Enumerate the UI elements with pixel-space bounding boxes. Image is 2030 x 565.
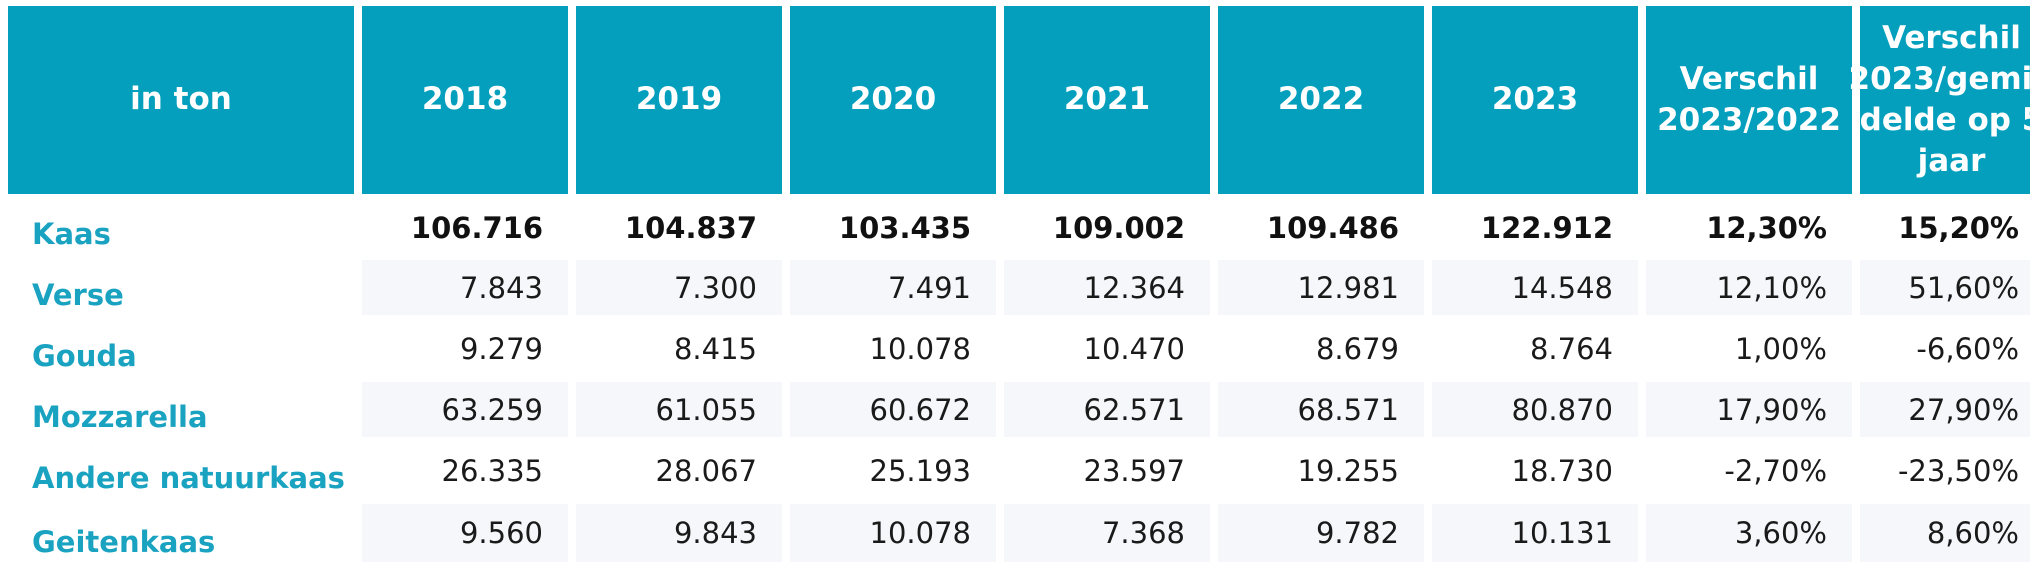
table-cell: 23.597 — [1083, 453, 1185, 488]
table-cell: 80.870 — [1432, 382, 1638, 437]
table-cell: 7.843 — [362, 260, 568, 315]
diff-yoy-cell: -2,70% — [1724, 453, 1827, 488]
table-cell: 68.571 — [1218, 382, 1424, 437]
header-year-2020: 2020 — [790, 6, 996, 194]
table-cell: 10.078 — [869, 331, 971, 366]
table-cell: 10.131 — [1432, 504, 1638, 562]
header-year-2021: 2021 — [1004, 6, 1210, 194]
table-cell: 8.764 — [1529, 331, 1613, 366]
table-cell: 61.055 — [576, 382, 782, 437]
diff-avg-cell: -23,50% — [1897, 453, 2019, 488]
diff-yoy-cell: 12,10% — [1646, 260, 1852, 315]
table-cell: 10.470 — [1083, 331, 1185, 366]
row-label: Gouda — [32, 339, 137, 373]
row-label: Mozzarella — [32, 400, 208, 434]
table-cell: 9.279 — [459, 331, 543, 366]
diff-yoy-cell: 12,30% — [1706, 210, 1827, 245]
table-cell: 103.435 — [838, 210, 971, 245]
table-cell: 18.730 — [1511, 453, 1613, 488]
diff-avg-cell: -6,60% — [1916, 331, 2019, 366]
row-label: Verse — [32, 278, 124, 312]
table-cell: 8.679 — [1315, 331, 1399, 366]
row-label: Andere natuurkaas — [32, 461, 345, 495]
diff-yoy-cell: 3,60% — [1646, 504, 1852, 562]
header-year-2022: 2022 — [1218, 6, 1424, 194]
diff-avg-cell: 8,60% — [1860, 504, 2030, 562]
table-cell: 19.255 — [1297, 453, 1399, 488]
table-cell: 26.335 — [441, 453, 543, 488]
table-cell: 14.548 — [1432, 260, 1638, 315]
diff-avg-cell: 27,90% — [1860, 382, 2030, 437]
table-cell: 9.843 — [576, 504, 782, 562]
header-label: in ton — [8, 6, 354, 194]
row-label: Kaas — [32, 217, 111, 251]
diff-avg-cell: 15,20% — [1898, 210, 2019, 245]
row-label: Geitenkaas — [32, 525, 216, 559]
diff-yoy-cell: 17,90% — [1646, 382, 1852, 437]
table-cell: 104.837 — [624, 210, 757, 245]
table-cell: 9.560 — [362, 504, 568, 562]
table-cell: 12.981 — [1218, 260, 1424, 315]
table-cell: 8.415 — [673, 331, 757, 366]
table-cell: 7.491 — [790, 260, 996, 315]
table-cell: 109.002 — [1052, 210, 1185, 245]
table-cell: 9.782 — [1218, 504, 1424, 562]
table-cell: 106.716 — [410, 210, 543, 245]
table-cell: 60.672 — [790, 382, 996, 437]
table-cell: 62.571 — [1004, 382, 1210, 437]
header-year-2019: 2019 — [576, 6, 782, 194]
table-cell: 122.912 — [1480, 210, 1613, 245]
table-cell: 25.193 — [869, 453, 971, 488]
table-cell: 28.067 — [655, 453, 757, 488]
table-cell: 10.078 — [790, 504, 996, 562]
table-cell: 63.259 — [362, 382, 568, 437]
table-cell: 7.368 — [1004, 504, 1210, 562]
table-cell: 12.364 — [1004, 260, 1210, 315]
header-year-2023: 2023 — [1432, 6, 1638, 194]
diff-yoy-cell: 1,00% — [1734, 331, 1827, 366]
header-diff-yoy: Verschil 2023/2022 — [1646, 6, 1852, 194]
diff-avg-cell: 51,60% — [1860, 260, 2030, 315]
table-cell: 7.300 — [576, 260, 782, 315]
table-cell: 109.486 — [1266, 210, 1399, 245]
header-year-2018: 2018 — [362, 6, 568, 194]
